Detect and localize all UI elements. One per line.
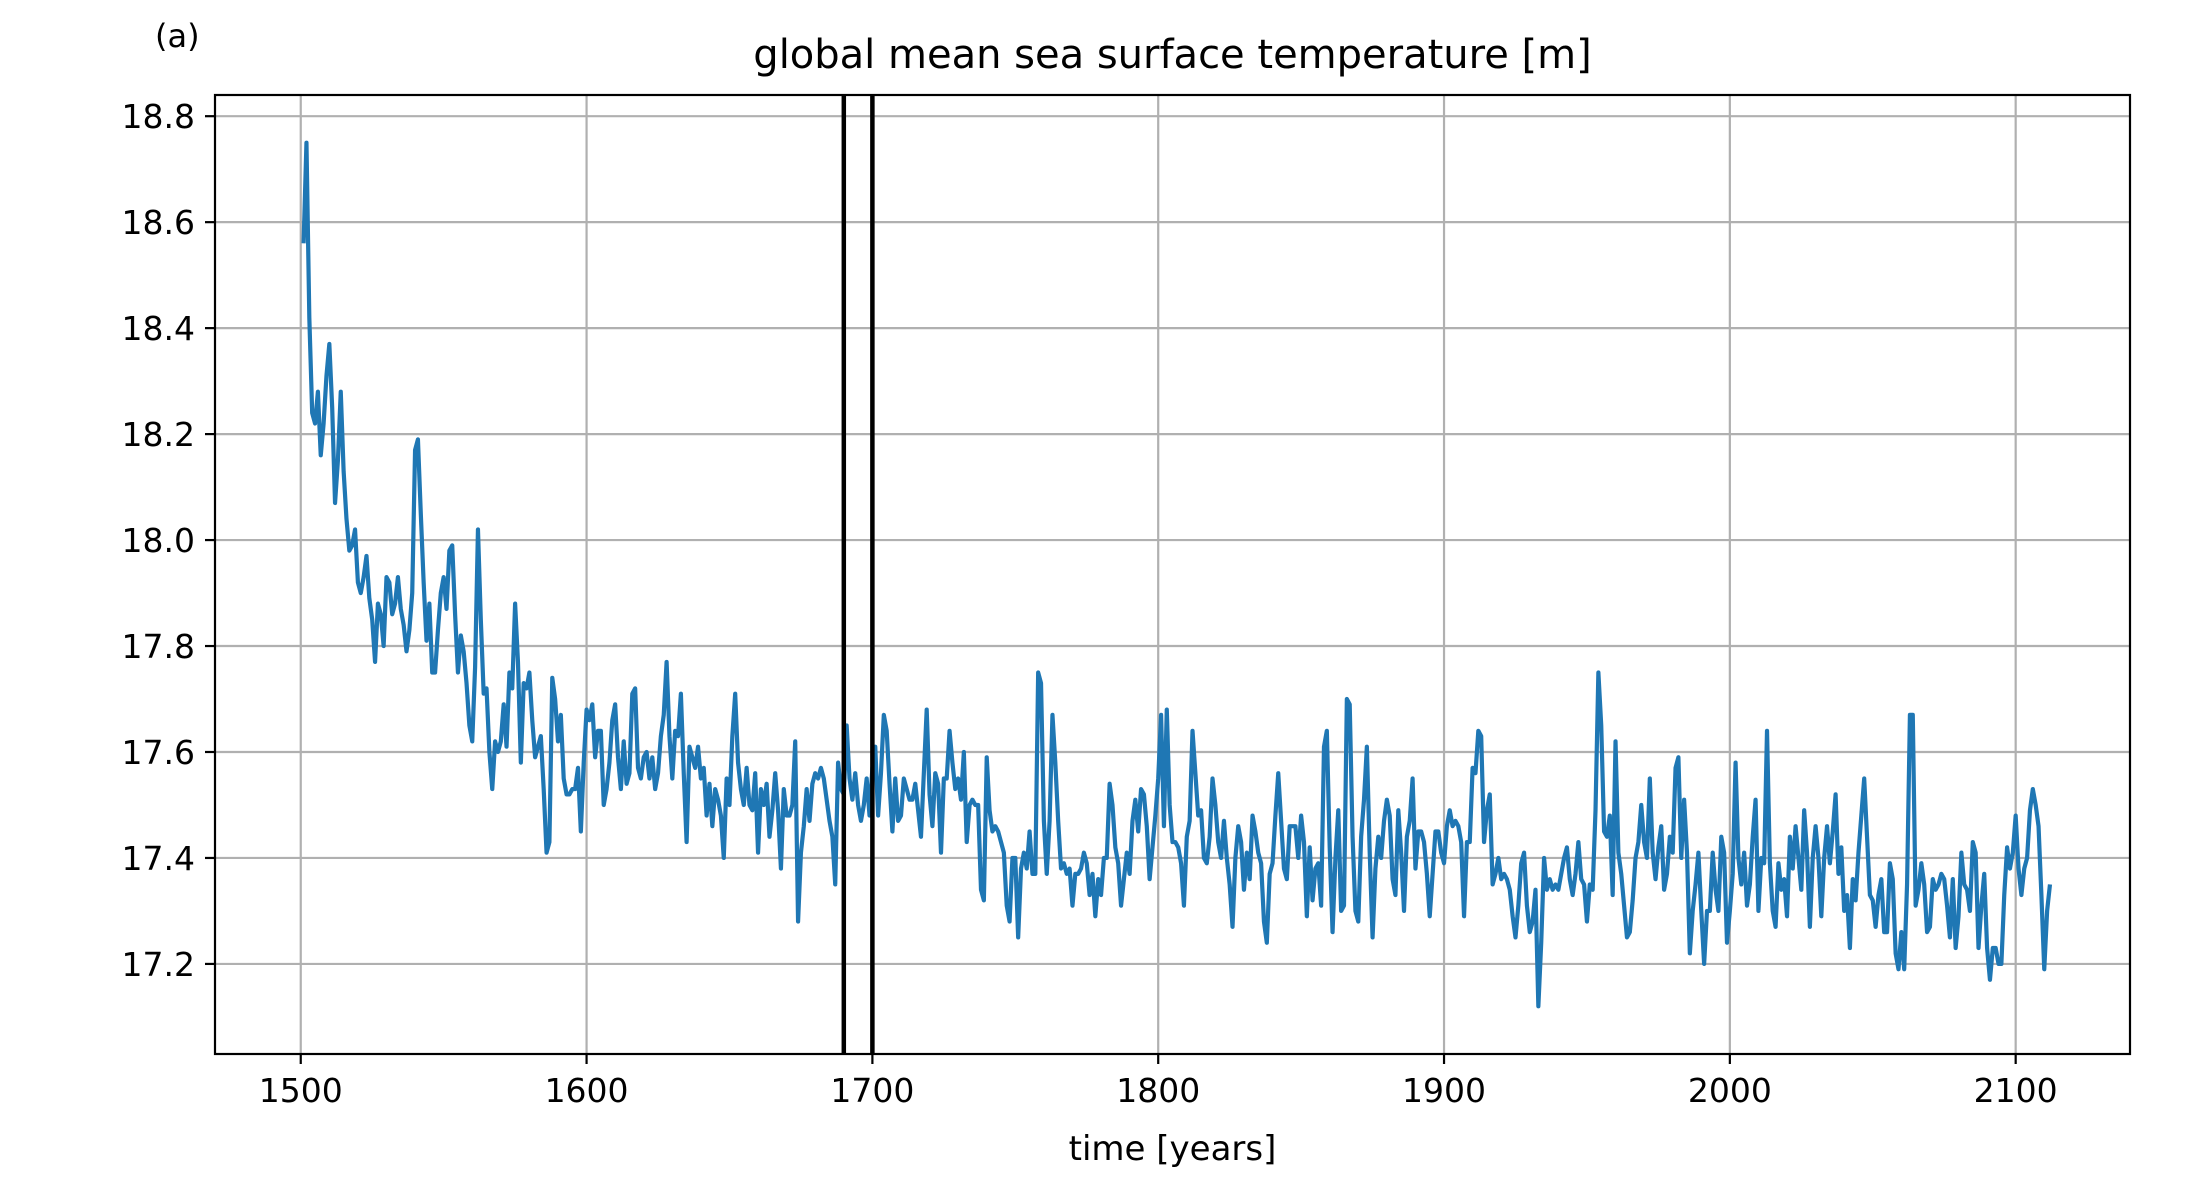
y-tick-label: 18.4 [122, 309, 195, 348]
chart-title: global mean sea surface temperature [m] [753, 32, 1591, 78]
y-tick-label: 17.8 [122, 627, 195, 666]
y-tick-label: 18.8 [122, 97, 195, 136]
y-tick-label: 17.2 [122, 945, 195, 984]
grid-lines [215, 95, 2130, 1054]
y-tick-label: 18.2 [122, 415, 195, 454]
plot-frame [213, 93, 2132, 1056]
x-tick-label: 1700 [830, 1071, 914, 1110]
x-axis: 1500 1600 1700 1800 1900 2000 2100 [259, 1054, 2058, 1110]
series-layer [301, 140, 2053, 1009]
x-axis-label: time [years] [1069, 1129, 1277, 1169]
x-tick-label: 1800 [1116, 1071, 1200, 1110]
x-tick-label: 2100 [1974, 1071, 2058, 1110]
y-tick-label: 18.0 [122, 521, 195, 560]
x-tick-label: 2000 [1688, 1071, 1772, 1110]
series-line [301, 140, 2053, 1009]
y-tick-label: 17.6 [122, 733, 195, 772]
y-axis: 17.2 17.4 17.6 17.8 18.0 18.2 18.4 18.6 18.8 [122, 97, 215, 984]
x-tick-label: 1900 [1402, 1071, 1486, 1110]
y-tick-label: 18.6 [122, 203, 195, 242]
x-tick-label: 1600 [545, 1071, 629, 1110]
y-tick-label: 17.4 [122, 839, 195, 878]
vertical-markers [841, 95, 875, 1054]
x-tick-label: 1500 [259, 1071, 343, 1110]
panel-label: (a) [155, 17, 200, 55]
